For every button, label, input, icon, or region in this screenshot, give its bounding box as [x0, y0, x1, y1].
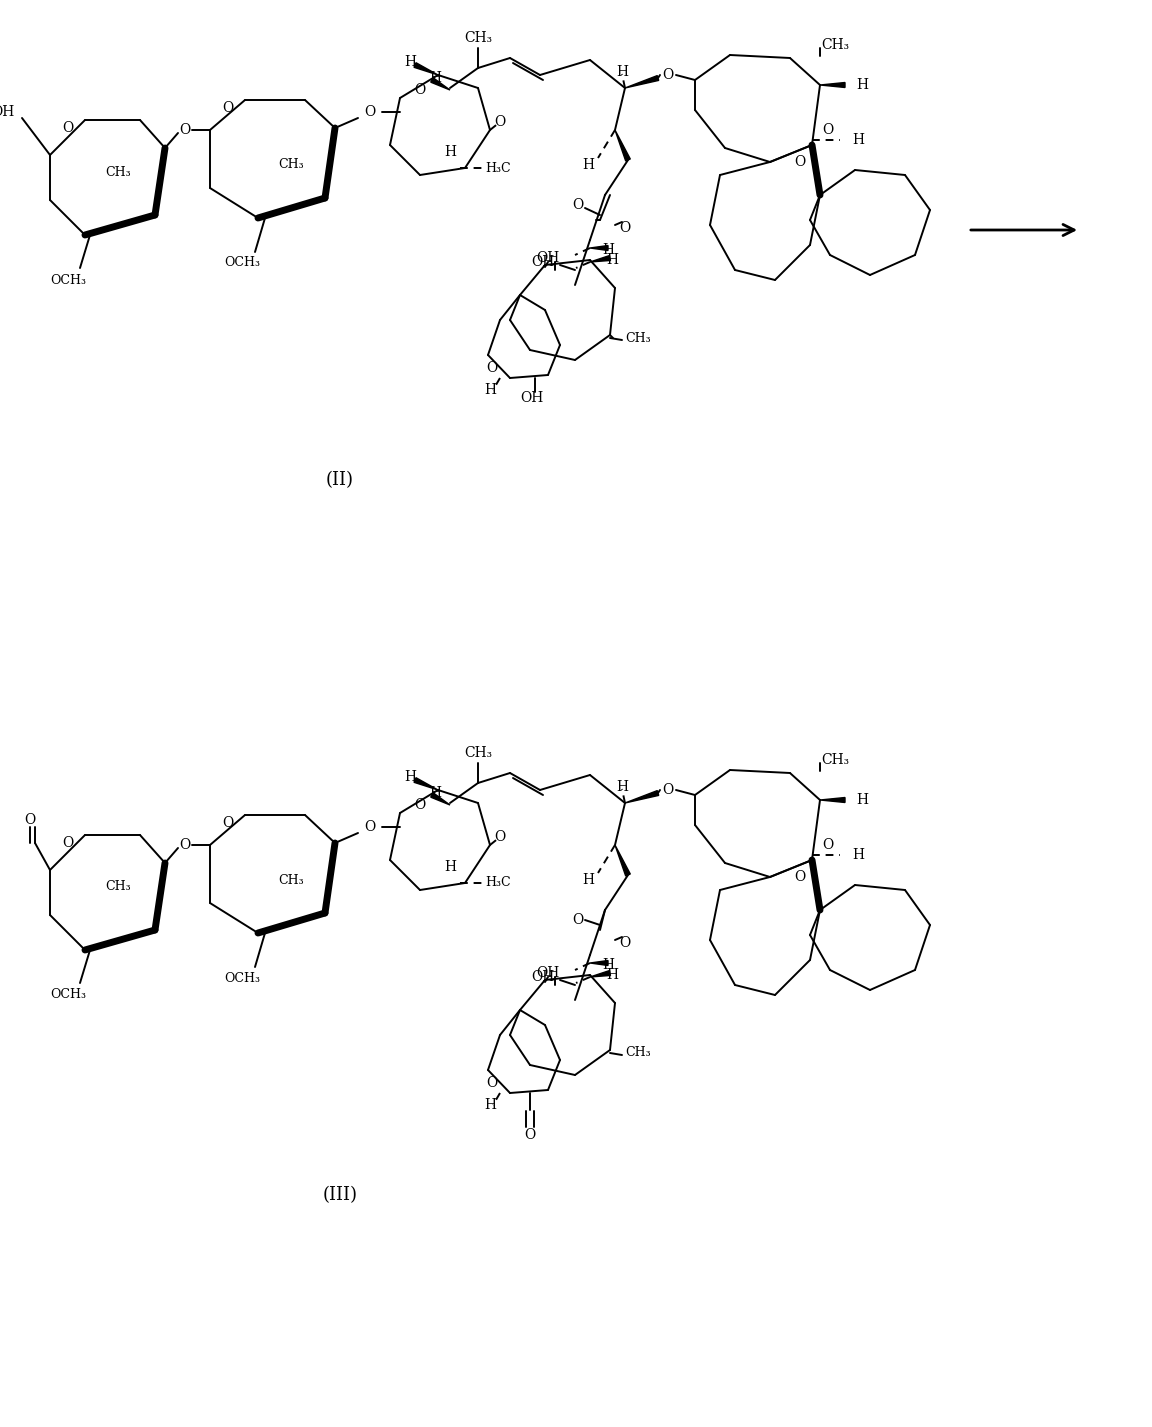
Text: O: O	[364, 821, 376, 833]
Text: O: O	[62, 121, 74, 136]
Text: CH₃: CH₃	[105, 880, 130, 893]
Text: H: H	[484, 382, 497, 397]
Text: H: H	[404, 56, 416, 68]
Text: H: H	[404, 771, 416, 783]
Text: H: H	[429, 786, 441, 801]
Text: H: H	[582, 158, 594, 173]
Text: O: O	[486, 361, 498, 375]
Polygon shape	[820, 83, 846, 87]
Text: H₃C: H₃C	[485, 876, 510, 889]
Text: H: H	[606, 253, 617, 267]
Text: H: H	[852, 848, 864, 862]
Text: OCH₃: OCH₃	[223, 257, 260, 270]
Polygon shape	[431, 793, 450, 805]
Text: O: O	[573, 198, 584, 213]
Text: OCH₃: OCH₃	[50, 989, 86, 1002]
Text: O: O	[415, 798, 425, 812]
Text: O: O	[494, 116, 506, 128]
Polygon shape	[590, 960, 608, 966]
Text: H: H	[616, 781, 628, 793]
Text: O: O	[662, 783, 674, 798]
Text: (III): (III)	[323, 1186, 357, 1204]
Text: OH: OH	[537, 251, 560, 265]
Polygon shape	[414, 63, 438, 76]
Text: OCH₃: OCH₃	[50, 274, 86, 287]
Text: H: H	[444, 146, 456, 158]
Text: H: H	[616, 66, 628, 78]
Text: OH: OH	[521, 391, 544, 405]
Text: H: H	[582, 873, 594, 888]
Text: CH₃: CH₃	[464, 31, 492, 46]
Text: O: O	[180, 123, 190, 137]
Text: O: O	[222, 101, 234, 116]
Text: H: H	[602, 958, 614, 972]
Polygon shape	[431, 78, 450, 90]
Text: CH₃: CH₃	[821, 39, 849, 51]
Polygon shape	[590, 255, 611, 263]
Text: H: H	[429, 71, 441, 86]
Text: O: O	[62, 836, 74, 850]
Text: O: O	[222, 816, 234, 831]
Text: OH: OH	[0, 106, 15, 118]
Text: O: O	[486, 1076, 498, 1090]
Polygon shape	[590, 970, 611, 977]
Text: O: O	[524, 1127, 536, 1142]
Text: H: H	[856, 793, 867, 808]
Text: CH₃: CH₃	[278, 158, 304, 171]
Text: OCH₃: OCH₃	[223, 972, 260, 985]
Text: O: O	[364, 106, 376, 118]
Polygon shape	[615, 130, 630, 161]
Text: H: H	[602, 243, 614, 257]
Polygon shape	[615, 845, 630, 876]
Text: O: O	[620, 221, 630, 235]
Text: H₃C: H₃C	[485, 161, 510, 174]
Text: CH₃: CH₃	[626, 1046, 651, 1059]
Text: O: O	[180, 838, 190, 852]
Text: CH₃: CH₃	[464, 746, 492, 761]
Polygon shape	[626, 791, 659, 803]
Polygon shape	[414, 778, 438, 791]
Text: O: O	[823, 838, 834, 852]
Text: O: O	[795, 870, 805, 883]
Polygon shape	[590, 245, 608, 251]
Text: CH₃: CH₃	[821, 753, 849, 766]
Text: O: O	[573, 913, 584, 928]
Text: H: H	[444, 860, 456, 873]
Text: O: O	[620, 936, 630, 950]
Text: CH₃: CH₃	[278, 873, 304, 886]
Text: (II): (II)	[326, 471, 354, 489]
Text: H: H	[484, 1097, 497, 1112]
Polygon shape	[626, 76, 659, 88]
Text: O: O	[795, 156, 805, 168]
Text: O: O	[415, 83, 425, 97]
Text: O: O	[662, 68, 674, 81]
Text: OH: OH	[537, 966, 560, 980]
Text: OH: OH	[532, 970, 555, 985]
Text: CH₃: CH₃	[626, 331, 651, 344]
Text: CH₃: CH₃	[105, 166, 130, 178]
Text: OH: OH	[532, 255, 555, 270]
Text: O: O	[24, 813, 36, 828]
Text: H: H	[852, 133, 864, 147]
Text: O: O	[823, 123, 834, 137]
Polygon shape	[820, 798, 846, 802]
Text: O: O	[494, 831, 506, 843]
Text: H: H	[606, 968, 617, 982]
Text: H: H	[856, 78, 867, 91]
